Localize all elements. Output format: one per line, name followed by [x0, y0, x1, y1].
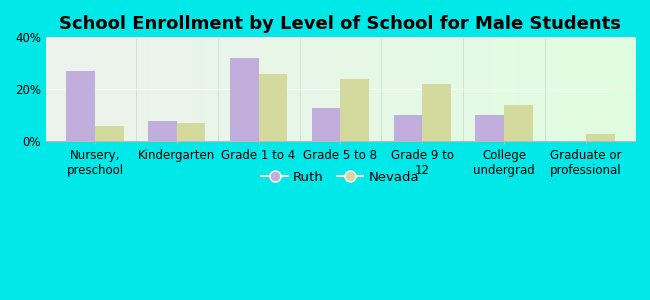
Bar [259, 74, 287, 142]
Bar [95, 126, 124, 142]
Bar [475, 116, 504, 142]
Title: School Enrollment by Level of School for Male Students: School Enrollment by Level of School for… [60, 15, 621, 33]
Bar [504, 105, 533, 142]
Bar [394, 116, 422, 142]
Bar [177, 123, 205, 142]
Bar [586, 134, 614, 142]
Bar [422, 84, 451, 142]
Bar [230, 58, 259, 142]
Bar [148, 121, 177, 142]
Bar [341, 79, 369, 142]
Bar [66, 71, 95, 142]
Legend: Ruth, Nevada: Ruth, Nevada [256, 166, 424, 189]
Bar [312, 108, 341, 142]
